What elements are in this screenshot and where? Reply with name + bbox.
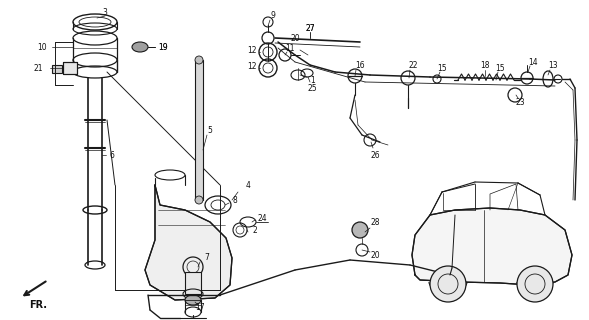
Polygon shape	[412, 208, 572, 285]
Text: 20: 20	[370, 251, 380, 260]
Text: 5: 5	[207, 125, 213, 134]
Text: 7: 7	[204, 253, 210, 262]
Polygon shape	[145, 185, 232, 300]
Text: 16: 16	[355, 60, 365, 69]
Ellipse shape	[195, 196, 203, 204]
Text: 3: 3	[102, 7, 107, 17]
Text: 27: 27	[305, 23, 315, 33]
Text: 22: 22	[408, 60, 418, 69]
Text: 26: 26	[370, 150, 380, 159]
Text: 14: 14	[528, 58, 538, 67]
Text: 19: 19	[158, 43, 168, 52]
Circle shape	[352, 222, 368, 238]
Text: 15: 15	[437, 63, 447, 73]
Text: 20: 20	[290, 34, 300, 43]
Text: FR.: FR.	[29, 300, 47, 310]
Bar	[52, 65, 62, 73]
Text: 6: 6	[110, 150, 114, 159]
Text: 17: 17	[195, 303, 205, 313]
Text: 11: 11	[285, 44, 294, 52]
Circle shape	[430, 266, 466, 302]
Text: 21: 21	[33, 63, 43, 73]
Text: 13: 13	[548, 60, 558, 69]
Text: 12: 12	[247, 45, 257, 54]
Circle shape	[517, 266, 553, 302]
Ellipse shape	[132, 42, 148, 52]
Ellipse shape	[185, 295, 201, 305]
Text: 15: 15	[495, 63, 505, 73]
Text: 25: 25	[307, 84, 317, 92]
Text: 8: 8	[233, 196, 237, 204]
Text: 12: 12	[247, 61, 257, 70]
Text: 27: 27	[305, 23, 315, 33]
Text: 19: 19	[158, 43, 168, 52]
Text: 9: 9	[270, 11, 276, 20]
Text: 10: 10	[37, 43, 47, 52]
Bar	[63, 62, 77, 74]
Bar	[195, 60, 203, 200]
Text: 24: 24	[257, 213, 267, 222]
Text: 23: 23	[515, 98, 525, 107]
Text: 18: 18	[480, 60, 489, 69]
Ellipse shape	[195, 56, 203, 64]
Text: 2: 2	[253, 226, 257, 235]
Text: 1: 1	[310, 76, 315, 84]
Bar	[185, 272, 201, 294]
Text: 4: 4	[246, 180, 250, 189]
Text: 28: 28	[370, 218, 380, 227]
